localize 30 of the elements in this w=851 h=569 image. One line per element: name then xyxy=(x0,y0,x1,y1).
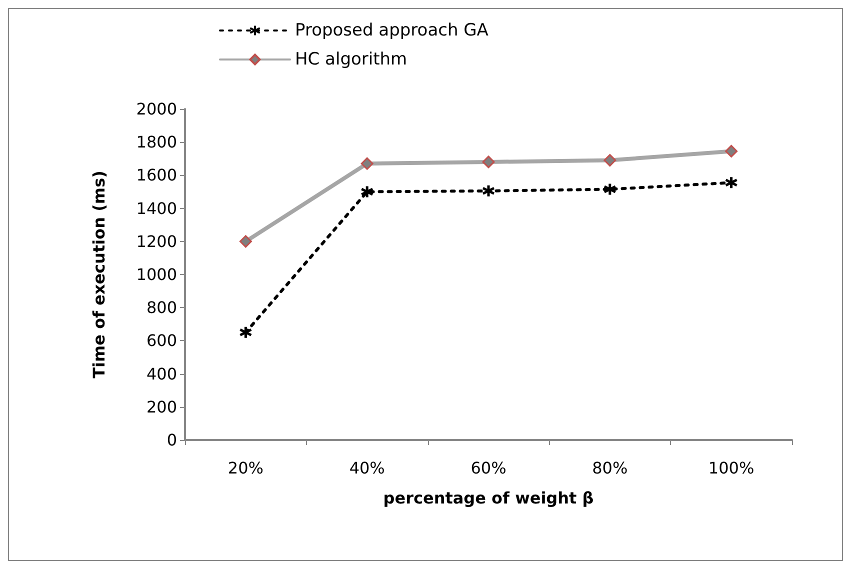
point xyxy=(725,144,738,158)
y-tick-label: 400 xyxy=(146,364,177,384)
y-tick-label: 1000 xyxy=(136,265,177,284)
x-tick-label: 40% xyxy=(349,458,385,478)
y-tick-label: 600 xyxy=(146,331,177,350)
x-axis-title: percentage of weight β xyxy=(383,488,594,508)
y-tick-label: 200 xyxy=(146,397,177,416)
legend-label: Proposed approach GA xyxy=(295,20,489,40)
y-tick-label: 2000 xyxy=(136,100,177,118)
point xyxy=(360,185,374,198)
point xyxy=(604,154,616,167)
x-tick-label: 20% xyxy=(228,458,264,478)
point xyxy=(360,157,374,170)
x-tick-label: 100% xyxy=(708,458,754,478)
point xyxy=(239,235,252,248)
legend-label: HC algorithm xyxy=(295,50,408,70)
y-axis-title: Time of execution (ms) xyxy=(90,170,108,378)
y-tick-label: 1400 xyxy=(136,198,177,218)
y-tick-label: 1800 xyxy=(136,132,177,152)
x-tick-label: 60% xyxy=(470,458,506,478)
x-tick-label: 80% xyxy=(592,458,628,478)
point xyxy=(482,156,495,168)
point xyxy=(238,326,252,340)
y-tick-label: 0 xyxy=(166,430,177,450)
point xyxy=(724,176,738,190)
y-tick-label: 1200 xyxy=(136,232,177,251)
point xyxy=(603,182,617,196)
y-tick-label: 800 xyxy=(146,298,177,318)
y-tick-label: 1600 xyxy=(136,166,177,185)
point xyxy=(482,184,496,198)
